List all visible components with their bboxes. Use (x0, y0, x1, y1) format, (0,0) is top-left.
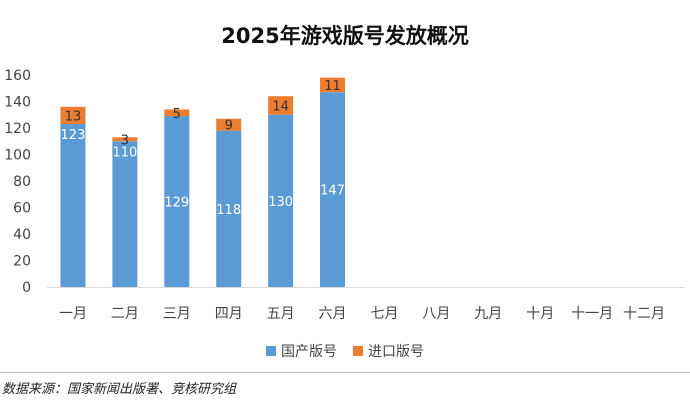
source-divider (0, 372, 690, 373)
y-tick-label: 60 (13, 201, 31, 217)
x-tick-label: 四月 (215, 306, 243, 322)
legend-item-domestic: 国产版号 (266, 341, 337, 361)
data-label-domestic: 129 (164, 196, 189, 211)
bar-imported (268, 96, 294, 115)
bar-imported (164, 109, 190, 117)
bar-domestic (268, 114, 294, 287)
bar-domestic (216, 130, 242, 287)
y-tick-label: 140 (4, 95, 31, 111)
legend-label-domestic: 国产版号 (281, 344, 337, 360)
legend-label-imported: 进口版号 (368, 344, 424, 360)
data-label-domestic: 130 (268, 195, 293, 210)
y-tick-label: 100 (4, 148, 31, 164)
data-label-domestic: 123 (61, 128, 86, 143)
bar-domestic (60, 124, 86, 288)
data-label-imported: 5 (173, 107, 181, 122)
data-label-imported: 9 (225, 119, 233, 134)
x-tick-label: 一月 (59, 306, 87, 322)
x-tick-label: 十一月 (571, 306, 613, 322)
data-label-domestic: 147 (320, 184, 345, 199)
x-tick-label: 三月 (163, 306, 191, 322)
x-tick-label: 九月 (474, 306, 502, 322)
y-tick-label: 120 (4, 121, 31, 137)
x-tick-label: 二月 (111, 306, 139, 322)
data-label-domestic: 118 (216, 203, 241, 218)
y-tick-label: 0 (22, 280, 31, 296)
y-tick-label: 80 (13, 174, 31, 190)
source-note: 数据来源：国家新闻出版署、竞核研究组 (2, 382, 237, 397)
data-label-imported: 13 (65, 109, 82, 124)
bar-domestic (112, 141, 138, 287)
y-tick-label: 20 (13, 254, 31, 270)
y-axis: 0 20 40 60 80 100 120 140 160 (4, 68, 31, 296)
bar-domestic (164, 116, 190, 287)
legend: 国产版号 进口版号 (0, 341, 690, 361)
x-tick-label: 七月 (370, 306, 398, 322)
x-tick-label: 五月 (267, 306, 295, 322)
x-tick-label: 八月 (422, 306, 450, 322)
bar-imported (320, 77, 346, 93)
y-tick-label: 160 (4, 68, 31, 84)
legend-swatch-imported (353, 346, 363, 356)
bar-imported (112, 137, 138, 142)
bar-imported (216, 118, 242, 131)
bar-domestic (320, 92, 346, 287)
bar-imported (60, 106, 86, 125)
x-tick-label: 十二月 (623, 306, 665, 322)
data-label-domestic: 110 (112, 145, 137, 160)
x-tick-label: 十月 (526, 306, 554, 322)
chart-title: 2025年游戏版号发放概况 (221, 24, 469, 48)
data-label-imported: 3 (121, 133, 129, 148)
x-axis: 一月 二月 三月 四月 五月 六月 七月 八月 九月 十月 十一月 十二月 (47, 287, 685, 322)
legend-swatch-domestic (266, 346, 276, 356)
data-label-imported: 14 (272, 99, 289, 114)
x-tick-label: 六月 (319, 306, 347, 322)
legend-item-imported: 进口版号 (353, 341, 424, 361)
y-tick-label: 40 (13, 227, 31, 243)
data-label-imported: 11 (324, 79, 341, 94)
